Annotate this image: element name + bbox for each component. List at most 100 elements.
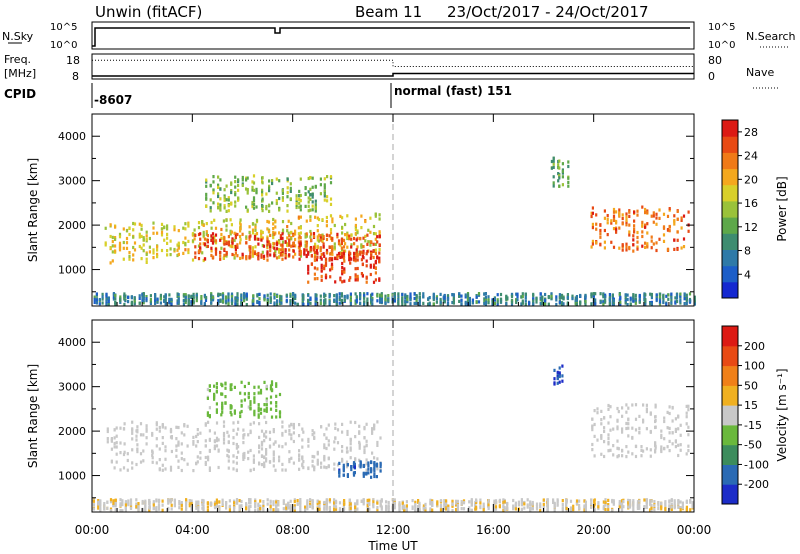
echo-cell bbox=[602, 500, 605, 504]
echo-cell bbox=[260, 231, 263, 235]
echo-cell bbox=[687, 229, 690, 233]
echo-cell bbox=[325, 248, 329, 253]
echo-cell bbox=[319, 177, 322, 181]
echo-cell bbox=[632, 249, 635, 253]
echo-cell bbox=[249, 429, 252, 433]
echo-cell bbox=[387, 508, 390, 512]
echo-cell bbox=[599, 223, 602, 227]
echo-cell bbox=[219, 254, 222, 258]
echo-cell bbox=[591, 242, 594, 246]
echo-cell bbox=[272, 227, 275, 231]
echo-cell bbox=[341, 231, 344, 235]
echo-cell bbox=[477, 292, 481, 296]
echo-cell bbox=[460, 294, 463, 298]
echo-cell bbox=[201, 222, 204, 226]
echo-cell bbox=[196, 460, 199, 464]
echo-cell bbox=[322, 252, 325, 256]
echo-cell bbox=[493, 499, 496, 503]
echo-cell bbox=[668, 405, 671, 409]
echo-cell bbox=[561, 506, 564, 510]
echo-cell bbox=[197, 221, 201, 225]
echo-cell bbox=[242, 457, 245, 461]
echo-cell bbox=[140, 257, 143, 261]
echo-cell bbox=[650, 214, 653, 218]
echo-cell bbox=[266, 219, 269, 224]
echo-cell bbox=[269, 296, 272, 300]
echo-cell bbox=[636, 230, 639, 235]
echo-cell bbox=[282, 499, 285, 503]
echo-cell bbox=[272, 503, 275, 507]
echo-cell bbox=[645, 403, 648, 407]
echo-cell bbox=[556, 498, 559, 502]
echo-cell bbox=[279, 297, 282, 301]
echo-cell bbox=[670, 298, 673, 302]
echo-cell bbox=[299, 501, 302, 505]
echo-cell bbox=[354, 225, 357, 229]
echo-cell bbox=[272, 231, 275, 235]
echo-cell bbox=[520, 498, 523, 502]
echo-cell bbox=[523, 506, 526, 510]
echo-cell bbox=[314, 302, 317, 306]
echo-cell bbox=[514, 507, 517, 511]
nave-label: Nave bbox=[746, 66, 774, 79]
echo-cell bbox=[584, 302, 587, 306]
echo-cell bbox=[418, 503, 421, 507]
echo-cell bbox=[234, 180, 237, 184]
echo-cell bbox=[638, 431, 641, 435]
echo-cell bbox=[336, 235, 339, 239]
echo-cell bbox=[341, 422, 344, 426]
echo-cell bbox=[685, 411, 688, 415]
echo-cell bbox=[356, 507, 359, 511]
echo-cell bbox=[445, 499, 448, 503]
echo-cell bbox=[349, 502, 352, 506]
echo-cell bbox=[346, 296, 349, 300]
echo-cell bbox=[674, 296, 677, 300]
echo-cell bbox=[213, 218, 216, 222]
echo-cell bbox=[625, 218, 628, 222]
echo-cell bbox=[206, 501, 209, 505]
echo-cell bbox=[284, 256, 287, 260]
echo-cell bbox=[443, 501, 446, 506]
echo-cell bbox=[298, 247, 301, 251]
echo-cell bbox=[294, 293, 297, 297]
echo-cell bbox=[359, 250, 362, 254]
echo-cell bbox=[327, 457, 330, 461]
echo-cell bbox=[192, 442, 195, 446]
echo-cell bbox=[289, 508, 292, 512]
echo-cell bbox=[380, 507, 383, 511]
echo-cell bbox=[663, 437, 666, 441]
echo-cell bbox=[625, 220, 628, 224]
echo-cell bbox=[166, 236, 169, 240]
echo-cell bbox=[603, 216, 606, 220]
echo-cell bbox=[290, 437, 293, 441]
echo-cell bbox=[304, 186, 307, 191]
echo-cell bbox=[320, 263, 323, 267]
echo-cell bbox=[366, 302, 369, 306]
echo-cell bbox=[325, 507, 328, 511]
echo-cell bbox=[645, 505, 648, 510]
echo-cell bbox=[354, 508, 357, 512]
echo-cell bbox=[584, 500, 587, 504]
echo-cell bbox=[636, 504, 640, 508]
echo-cell bbox=[269, 253, 272, 257]
echo-cell bbox=[405, 504, 408, 508]
echo-cell bbox=[307, 437, 310, 441]
echo-cell bbox=[298, 423, 301, 427]
echo-cell bbox=[272, 456, 275, 460]
echo-cell bbox=[611, 293, 614, 297]
echo-cell bbox=[642, 418, 645, 422]
echo-cell bbox=[369, 230, 372, 234]
echo-cell bbox=[327, 439, 330, 443]
echo-cell bbox=[212, 188, 215, 192]
echo-cell bbox=[632, 299, 635, 303]
echo-cell bbox=[310, 238, 313, 242]
echo-cell bbox=[286, 195, 289, 199]
echo-cell bbox=[633, 219, 636, 223]
echo-cell bbox=[232, 441, 235, 446]
echo-cell bbox=[479, 501, 482, 505]
echo-cell bbox=[114, 244, 117, 248]
echo-cell bbox=[393, 498, 396, 502]
echo-cell bbox=[329, 197, 333, 201]
echo-cell bbox=[373, 469, 376, 473]
